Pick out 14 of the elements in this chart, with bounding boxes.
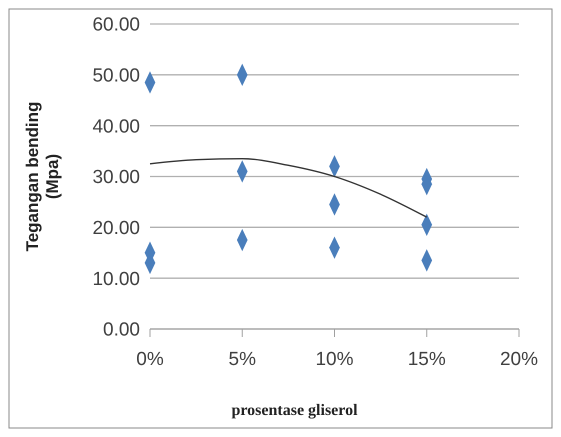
y-tick-label: 10.00 <box>92 268 140 290</box>
y-tick-label: 30.00 <box>92 167 140 188</box>
y-axis-title: Tegangan bending (Mpa) <box>23 102 62 252</box>
x-tick-label: 20% <box>500 349 538 370</box>
y-tick-label: 20.00 <box>92 218 140 239</box>
y-tick-label: 60.00 <box>92 14 140 36</box>
y-tick-label: 0.00 <box>103 320 140 341</box>
x-tick-label: 10% <box>315 349 354 370</box>
x-tick-label: 0% <box>136 349 164 370</box>
x-tick-label: 15% <box>408 349 446 370</box>
x-axis-title: prosentase gliserol <box>231 402 358 419</box>
x-tick-label: 5% <box>228 349 256 370</box>
y-tick-label: 50.00 <box>92 65 140 86</box>
y-tick-label: 40.00 <box>92 116 140 138</box>
